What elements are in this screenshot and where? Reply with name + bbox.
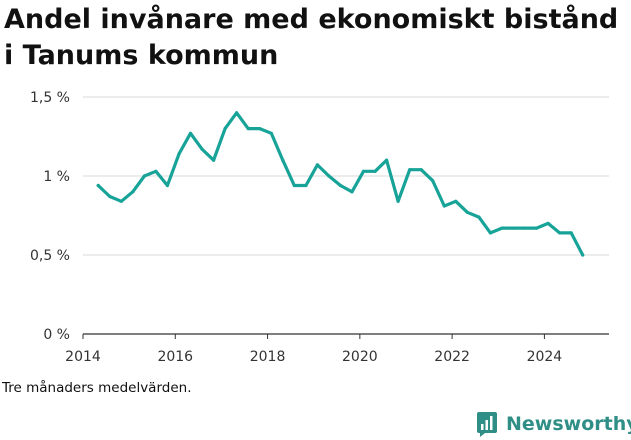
data-point (304, 183, 308, 188)
data-point (235, 111, 239, 115)
data-point (488, 231, 492, 235)
y-tick-label: 0 % (43, 327, 70, 343)
data-point (361, 169, 366, 173)
x-tick-label: 2018 (250, 349, 286, 365)
footnote: Tre månaders medelvärden. (2, 380, 192, 396)
data-point (292, 183, 296, 188)
data-point (188, 131, 193, 135)
data-point (154, 169, 158, 173)
y-tick-label: 1 % (43, 169, 70, 185)
data-point (108, 194, 112, 199)
data-point (177, 152, 181, 156)
data-series (96, 111, 585, 257)
data-point (142, 174, 146, 178)
brand[interactable]: Newsworthy (476, 408, 631, 440)
data-point (546, 221, 550, 225)
y-tick-label: 0,5 % (30, 248, 70, 264)
chart-title: Andel invånare med ekonomiskt bistånd i … (4, 4, 619, 71)
x-axis: 2014 2016 2018 2020 2022 2024 (65, 334, 562, 365)
data-point (131, 190, 135, 194)
series-line (96, 111, 585, 257)
data-point (500, 226, 504, 230)
y-tick-label: 1,5 % (30, 90, 70, 106)
data-point (442, 204, 446, 208)
data-point (223, 127, 227, 131)
data-point (269, 131, 273, 135)
data-point (350, 190, 354, 194)
data-point (258, 127, 262, 131)
y-axis: 0 % 0,5 % 1 % 1,5 % (30, 90, 70, 343)
data-point (569, 231, 573, 235)
data-point (327, 174, 331, 178)
data-point (535, 226, 539, 230)
data-point (581, 253, 585, 257)
data-point (465, 210, 469, 214)
data-point (477, 215, 481, 219)
data-point (315, 163, 319, 167)
brand-name: Newsworthy (506, 413, 631, 435)
data-point (523, 226, 527, 230)
data-point (338, 183, 343, 188)
data-point (373, 169, 377, 173)
data-point (396, 199, 400, 203)
data-point (431, 179, 435, 183)
data-point (212, 158, 216, 162)
x-tick-label: 2014 (65, 349, 101, 365)
data-point (408, 168, 412, 172)
data-point (385, 158, 389, 162)
line-chart: 2014 2016 2018 2020 2022 2024 0 % 0,5 % 1 % 1,5 … (30, 90, 609, 365)
x-tick-label: 2020 (342, 349, 378, 365)
data-point (165, 183, 169, 188)
data-point (454, 199, 458, 203)
data-point (511, 226, 516, 230)
data-point (200, 147, 204, 151)
data-point (419, 168, 423, 172)
data-point (96, 183, 100, 188)
data-point (558, 231, 562, 235)
x-tick-label: 2016 (157, 349, 193, 365)
newsworthy-logo-icon (477, 412, 497, 437)
x-tick-label: 2022 (434, 349, 470, 365)
x-tick-label: 2024 (527, 349, 563, 365)
data-point (281, 158, 285, 162)
data-point (119, 199, 123, 203)
gridlines (83, 96, 609, 335)
data-point (246, 127, 250, 131)
